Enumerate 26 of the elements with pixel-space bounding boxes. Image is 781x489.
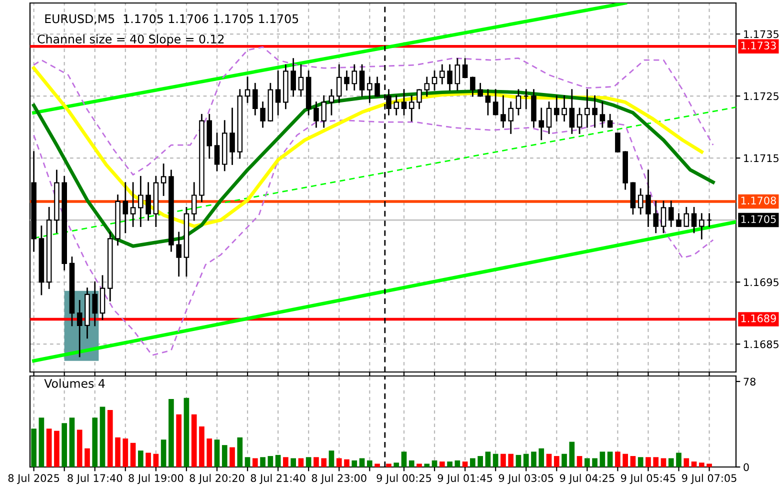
x-tick-label: 8 Jul 21:40 xyxy=(250,474,306,484)
x-tick-label: 9 Jul 00:25 xyxy=(376,474,431,484)
chart-title: Volumes 4 xyxy=(44,378,105,388)
x-tick-label: 8 Jul 19:00 xyxy=(128,474,184,484)
x-tick-label: 9 Jul 05:45 xyxy=(620,474,676,484)
x-tick-label: 8 Jul 23:00 xyxy=(312,474,366,484)
ref-line-label: 1.1708 xyxy=(741,196,776,204)
y-tick-label: 1.1725 xyxy=(744,92,778,100)
y-tick-label: 0 xyxy=(744,463,749,472)
x-tick-label: 9 Jul 03:05 xyxy=(498,474,554,484)
y-tick-label: 78 xyxy=(744,378,756,386)
ref-line-label: 1.1705 xyxy=(741,215,776,224)
y-tick-label: 1.1685 xyxy=(744,340,778,348)
text: Channel size = 40 Slope = 0.12 xyxy=(38,34,224,46)
ref-line-label: 1.1689 xyxy=(741,314,776,322)
y-tick-label: 1.1695 xyxy=(744,278,778,286)
ref-line-label: 1.1733 xyxy=(741,42,776,50)
text: EURUSD,M5 1.1705 1.1706 1.1705 1.1705 xyxy=(45,14,298,24)
y-tick-label: 1.1715 xyxy=(744,154,778,162)
x-tick-label: 8 Jul 17:40 xyxy=(68,474,122,484)
x-tick-label: 9 Jul 01:45 xyxy=(438,474,492,484)
y-tick-label: 1.1735 xyxy=(744,30,778,38)
x-tick-label: 8 Jul 2025 xyxy=(8,474,60,484)
x-tick-label: 9 Jul 04:25 xyxy=(560,474,614,484)
x-tick-label: 9 Jul 07:05 xyxy=(682,474,736,484)
x-tick-label: 8 Jul 20:20 xyxy=(190,474,244,484)
